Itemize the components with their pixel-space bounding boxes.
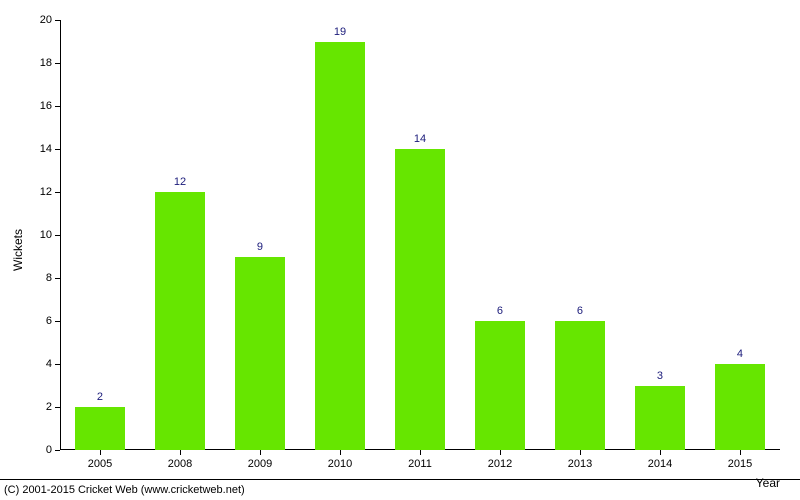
y-tick bbox=[55, 106, 60, 107]
bar-value-label: 3 bbox=[657, 370, 663, 382]
bar: 3 bbox=[635, 386, 685, 451]
bar: 6 bbox=[555, 321, 605, 450]
bar: 2 bbox=[75, 407, 125, 450]
y-tick-label: 12 bbox=[40, 186, 52, 198]
x-tick-label: 2008 bbox=[168, 458, 192, 470]
bar-value-label: 9 bbox=[257, 241, 263, 253]
x-tick bbox=[340, 450, 341, 455]
chart-container: Wickets 0 2 4 6 8 10 12 14 16 18 20 2005 2 2008 12 2009… bbox=[0, 0, 800, 500]
x-tick-label: 2015 bbox=[728, 458, 752, 470]
x-tick bbox=[500, 450, 501, 455]
x-tick bbox=[740, 450, 741, 455]
x-tick bbox=[100, 450, 101, 455]
y-tick-label: 10 bbox=[40, 229, 52, 241]
y-tick bbox=[55, 450, 60, 451]
y-tick bbox=[55, 20, 60, 21]
y-tick-label: 14 bbox=[40, 143, 52, 155]
y-tick-label: 0 bbox=[46, 444, 52, 456]
x-tick bbox=[660, 450, 661, 455]
bar: 19 bbox=[315, 42, 365, 451]
bar-value-label: 6 bbox=[497, 305, 503, 317]
x-tick-label: 2005 bbox=[88, 458, 112, 470]
y-tick-label: 4 bbox=[46, 358, 52, 370]
x-tick-label: 2009 bbox=[248, 458, 272, 470]
copyright-text: (C) 2001-2015 Cricket Web (www.cricketwe… bbox=[4, 484, 245, 496]
y-axis-line bbox=[60, 20, 61, 450]
x-tick bbox=[420, 450, 421, 455]
bar-value-label: 12 bbox=[174, 176, 186, 188]
bar: 6 bbox=[475, 321, 525, 450]
x-tick-label: 2012 bbox=[488, 458, 512, 470]
y-tick-label: 6 bbox=[46, 315, 52, 327]
bar-value-label: 14 bbox=[414, 133, 426, 145]
y-tick bbox=[55, 407, 60, 408]
bar: 12 bbox=[155, 192, 205, 450]
bar-value-label: 6 bbox=[577, 305, 583, 317]
x-tick-label: 2010 bbox=[328, 458, 352, 470]
y-tick bbox=[55, 192, 60, 193]
plot-area: 0246810121416182020052200812200992010192… bbox=[60, 20, 780, 450]
x-tick bbox=[580, 450, 581, 455]
y-tick bbox=[55, 63, 60, 64]
bar: 9 bbox=[235, 257, 285, 451]
y-tick bbox=[55, 321, 60, 322]
x-tick bbox=[180, 450, 181, 455]
y-tick bbox=[55, 235, 60, 236]
y-tick bbox=[55, 149, 60, 150]
y-tick-label: 8 bbox=[46, 272, 52, 284]
x-tick-label: 2013 bbox=[568, 458, 592, 470]
y-tick-label: 20 bbox=[40, 14, 52, 26]
bar-value-label: 4 bbox=[737, 348, 743, 360]
y-tick bbox=[55, 364, 60, 365]
y-tick-label: 2 bbox=[46, 401, 52, 413]
y-axis-label: Wickets bbox=[11, 229, 25, 271]
footer-divider bbox=[0, 479, 800, 480]
bar: 4 bbox=[715, 364, 765, 450]
y-tick-label: 18 bbox=[40, 57, 52, 69]
y-tick-label: 16 bbox=[40, 100, 52, 112]
x-tick bbox=[260, 450, 261, 455]
bar-value-label: 19 bbox=[334, 26, 346, 38]
bar-value-label: 2 bbox=[97, 391, 103, 403]
bar: 14 bbox=[395, 149, 445, 450]
y-tick bbox=[55, 278, 60, 279]
x-tick-label: 2011 bbox=[408, 458, 432, 470]
x-tick-label: 2014 bbox=[648, 458, 672, 470]
